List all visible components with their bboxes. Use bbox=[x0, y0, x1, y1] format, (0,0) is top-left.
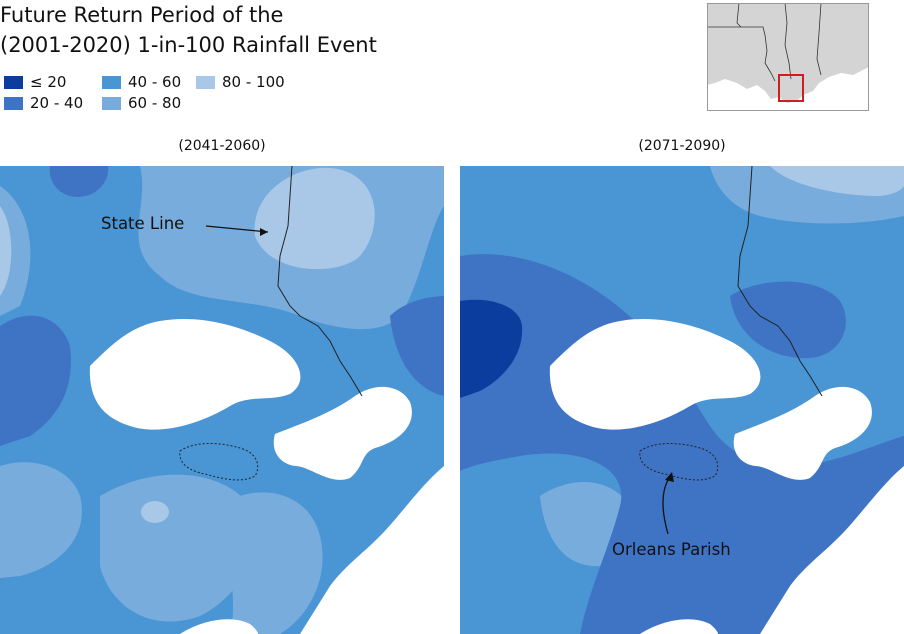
lake-pontchartrain bbox=[549, 318, 761, 430]
map-title: Future Return Period of the (2001-2020) … bbox=[0, 0, 420, 60]
gulf-coast-south bbox=[640, 619, 718, 634]
gulf-coast-southeast bbox=[760, 466, 904, 634]
map-panel-2071-2090 bbox=[460, 166, 904, 634]
class-80-100-north bbox=[770, 166, 904, 196]
panel-title-2041-2060: (2041-2060) bbox=[178, 138, 266, 154]
state-line-border bbox=[737, 166, 823, 397]
class-20-40-north bbox=[49, 166, 109, 197]
inset-state-border-ms-al bbox=[816, 3, 822, 76]
inset-state-border-west bbox=[707, 26, 776, 82]
state-line-border bbox=[277, 166, 363, 397]
inset-gulf-water bbox=[707, 67, 869, 111]
legend-item-40-60: 40 - 60 bbox=[102, 72, 181, 92]
gulf-coast-southeast bbox=[300, 466, 444, 634]
inset-state-border-ms-la bbox=[784, 3, 792, 80]
class-80-100-northeast bbox=[254, 167, 375, 270]
orleans-parish-label: Orleans Parish bbox=[612, 540, 731, 559]
class-60-80-west bbox=[0, 186, 31, 316]
class-80-100-west bbox=[0, 206, 12, 296]
inset-frame bbox=[707, 3, 869, 111]
legend-item-60-80: 60 - 80 bbox=[102, 93, 181, 113]
legend-label-80-100: 80 - 100 bbox=[222, 73, 285, 91]
legend-item-20-40: 20 - 40 bbox=[4, 93, 83, 113]
orleans-parish-arrowhead bbox=[665, 472, 674, 482]
map-panel-2041-2060 bbox=[0, 166, 444, 634]
lake-pontchartrain bbox=[89, 318, 301, 430]
inset-state-border-north bbox=[736, 3, 742, 28]
class-le20-west bbox=[460, 299, 523, 398]
legend-item-80-100: 80 - 100 bbox=[196, 72, 285, 92]
state-line-annotation-arrow bbox=[205, 225, 269, 233]
class-60-80-south bbox=[100, 474, 257, 622]
class-20-40-west bbox=[0, 315, 71, 446]
legend-swatch-80-100 bbox=[196, 75, 215, 89]
inset-study-area-highlight bbox=[778, 74, 804, 102]
panel-title-2071-2090: (2071-2090) bbox=[638, 138, 726, 154]
lake-borgne bbox=[273, 386, 412, 480]
legend-label-le20: ≤ 20 bbox=[30, 73, 67, 91]
locator-inset-map bbox=[707, 3, 869, 111]
title-line-2: (2001-2020) 1-in-100 Rainfall Event bbox=[0, 33, 377, 57]
gulf-coast-south bbox=[180, 619, 258, 634]
legend: ≤ 20 20 - 40 40 - 60 60 - 80 80 - 100 bbox=[4, 72, 304, 114]
legend-label-40-60: 40 - 60 bbox=[128, 73, 182, 91]
legend-label-60-80: 60 - 80 bbox=[128, 94, 182, 112]
class-60-80-southwest bbox=[0, 462, 82, 578]
state-line-arrowhead bbox=[260, 228, 268, 236]
title-line-1: Future Return Period of the bbox=[0, 3, 284, 27]
legend-swatch-20-40 bbox=[4, 96, 23, 110]
class-20-40-northeast bbox=[730, 281, 846, 359]
lake-borgne bbox=[733, 386, 872, 480]
legend-swatch-60-80 bbox=[102, 96, 121, 110]
class-60-80-southeast bbox=[230, 492, 323, 634]
state-line-label: State Line bbox=[101, 214, 185, 233]
legend-label-20-40: 20 - 40 bbox=[30, 94, 84, 112]
class-20-40-east bbox=[390, 296, 444, 396]
class-80-100-spot bbox=[141, 501, 169, 523]
legend-swatch-le20 bbox=[4, 75, 23, 89]
legend-item-le20: ≤ 20 bbox=[4, 72, 66, 92]
legend-swatch-40-60 bbox=[102, 75, 121, 89]
